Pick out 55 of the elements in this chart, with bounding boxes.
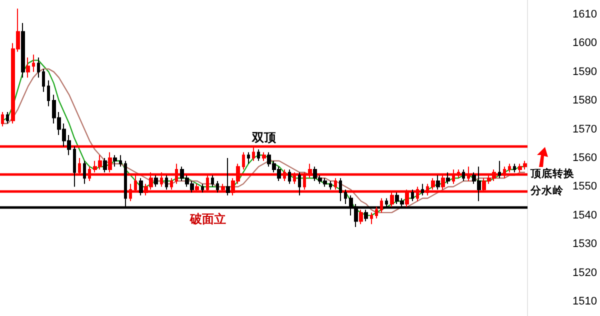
candlestick — [37, 56, 40, 78]
y-tick-label: 1550 — [572, 180, 598, 193]
candlestick — [211, 174, 214, 188]
candlestick — [113, 154, 117, 168]
candlestick — [257, 148, 260, 162]
candlestick — [329, 180, 332, 190]
y-tick-label: 1520 — [572, 266, 598, 279]
candlestick — [47, 80, 50, 107]
y-tick-label: 1590 — [572, 66, 598, 78]
y-tick-label: 1560 — [572, 152, 598, 164]
candlestick — [513, 163, 516, 173]
candlestick — [103, 158, 107, 173]
candlestick — [375, 206, 378, 219]
candlestick — [154, 174, 158, 188]
candlestick — [21, 22, 25, 78]
candlestick — [6, 112, 9, 124]
y-tick-label: 1540 — [572, 209, 598, 222]
candlestick — [139, 178, 143, 196]
y-tick-label: 1530 — [572, 238, 598, 250]
ref-line-label: 分水岭 — [530, 184, 565, 198]
candlestick — [201, 183, 204, 193]
candlestick — [498, 160, 501, 179]
candlestick — [380, 198, 383, 214]
candlestick — [26, 56, 30, 78]
y-tick-label: 1570 — [572, 123, 598, 136]
candlestick — [226, 158, 230, 196]
candlestick — [242, 152, 245, 170]
ref-line-label: 破面立 — [189, 212, 226, 226]
candlestick — [262, 152, 266, 162]
candlestick — [421, 183, 424, 196]
candlestick — [165, 174, 168, 190]
candlestick — [344, 189, 347, 204]
candlestick — [339, 178, 342, 202]
candlestick — [436, 174, 440, 190]
candlestick — [446, 172, 450, 184]
y-tick-label: 1610 — [572, 8, 598, 20]
candlestick — [119, 154, 122, 168]
candlestick — [370, 212, 373, 225]
candlestick — [298, 172, 301, 196]
candlestick — [73, 146, 76, 188]
candlestick — [288, 168, 291, 184]
candlestick — [359, 209, 363, 225]
candlestick — [247, 152, 250, 164]
candlestick — [411, 189, 414, 202]
ref-line-label: 双顶 — [250, 130, 277, 145]
candlestick — [462, 168, 465, 182]
y-tick-label: 1600 — [572, 37, 598, 50]
candlestick — [1, 112, 4, 127]
y-tick-label: 1580 — [572, 94, 598, 107]
ref-line-label: 顶底转换 — [530, 166, 575, 180]
candlestick — [32, 54, 35, 72]
candlestick — [42, 68, 45, 92]
candlestick — [216, 180, 219, 193]
candlestick — [83, 160, 86, 184]
y-tick-label: 1510 — [572, 296, 598, 308]
